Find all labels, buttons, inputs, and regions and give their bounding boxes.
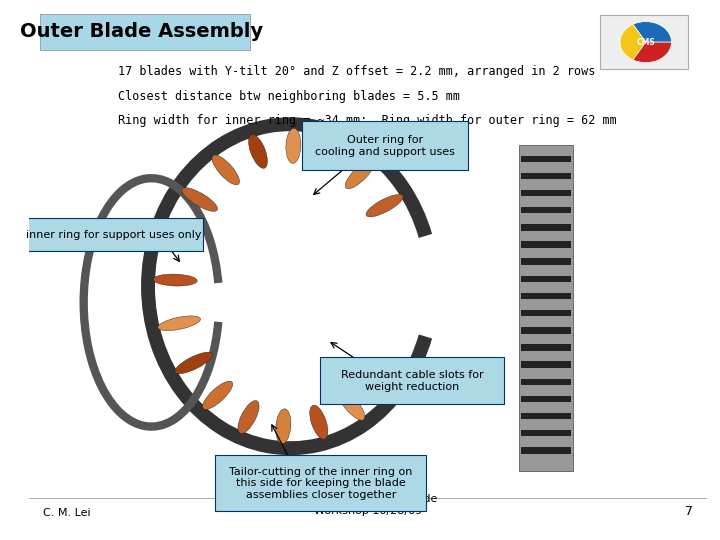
Ellipse shape — [175, 352, 212, 374]
Wedge shape — [620, 24, 646, 60]
Text: CMS: CMS — [636, 38, 655, 46]
FancyBboxPatch shape — [521, 396, 570, 402]
FancyBboxPatch shape — [521, 447, 570, 454]
FancyBboxPatch shape — [521, 207, 570, 213]
Text: inner ring for support uses only: inner ring for support uses only — [27, 230, 202, 240]
FancyBboxPatch shape — [521, 413, 570, 419]
Ellipse shape — [346, 160, 374, 189]
FancyBboxPatch shape — [320, 357, 504, 404]
Ellipse shape — [158, 316, 200, 330]
FancyBboxPatch shape — [521, 310, 570, 316]
Ellipse shape — [248, 134, 267, 168]
FancyBboxPatch shape — [521, 293, 570, 299]
Ellipse shape — [161, 229, 203, 246]
Text: Outer ring for
cooling and support uses: Outer ring for cooling and support uses — [315, 135, 455, 157]
Text: 17 blades with Y-tilt 20° and Z offset = 2.2 mm, arranged in 2 rows: 17 blades with Y-tilt 20° and Z offset =… — [117, 65, 595, 78]
Ellipse shape — [212, 155, 240, 185]
Text: Redundant cable slots for
weight reduction: Redundant cable slots for weight reducti… — [341, 370, 483, 392]
Ellipse shape — [276, 409, 291, 444]
FancyBboxPatch shape — [302, 122, 468, 171]
Text: Outer Blade Assembly: Outer Blade Assembly — [19, 22, 263, 42]
Ellipse shape — [202, 381, 233, 409]
FancyBboxPatch shape — [521, 241, 570, 248]
FancyBboxPatch shape — [521, 156, 570, 162]
Text: CMS Pixel Mech Upgrade
Workshop 10/28/09: CMS Pixel Mech Upgrade Workshop 10/28/09 — [299, 494, 437, 516]
FancyBboxPatch shape — [521, 259, 570, 265]
Ellipse shape — [366, 194, 403, 217]
FancyBboxPatch shape — [521, 379, 570, 385]
FancyBboxPatch shape — [521, 190, 570, 197]
Text: Tailor-cutting of the inner ring on
this side for keeping the blade
assemblies c: Tailor-cutting of the inner ring on this… — [229, 467, 413, 500]
FancyBboxPatch shape — [215, 455, 426, 511]
Ellipse shape — [338, 390, 365, 420]
FancyBboxPatch shape — [600, 15, 688, 69]
Ellipse shape — [238, 401, 259, 434]
Wedge shape — [633, 42, 672, 63]
FancyBboxPatch shape — [521, 344, 570, 350]
Ellipse shape — [181, 188, 217, 211]
FancyBboxPatch shape — [521, 430, 570, 436]
Ellipse shape — [286, 129, 301, 164]
Ellipse shape — [318, 137, 338, 171]
Text: Closest distance btw neighboring blades = 5.5 mm: Closest distance btw neighboring blades … — [117, 90, 459, 103]
FancyBboxPatch shape — [521, 361, 570, 368]
FancyBboxPatch shape — [519, 145, 572, 471]
FancyBboxPatch shape — [521, 275, 570, 282]
Text: C. M. Lei: C. M. Lei — [43, 508, 91, 518]
Ellipse shape — [153, 274, 197, 286]
FancyBboxPatch shape — [521, 224, 570, 231]
FancyBboxPatch shape — [40, 14, 250, 50]
FancyBboxPatch shape — [521, 327, 570, 334]
Ellipse shape — [361, 364, 396, 389]
FancyBboxPatch shape — [521, 173, 570, 179]
Text: 7: 7 — [685, 505, 693, 518]
Wedge shape — [633, 22, 672, 42]
Text: Ring width for inner ring = ~34 mm:  Ring width for outer ring = 62 mm: Ring width for inner ring = ~34 mm: Ring… — [117, 114, 616, 127]
Ellipse shape — [310, 405, 328, 439]
FancyBboxPatch shape — [26, 219, 202, 252]
